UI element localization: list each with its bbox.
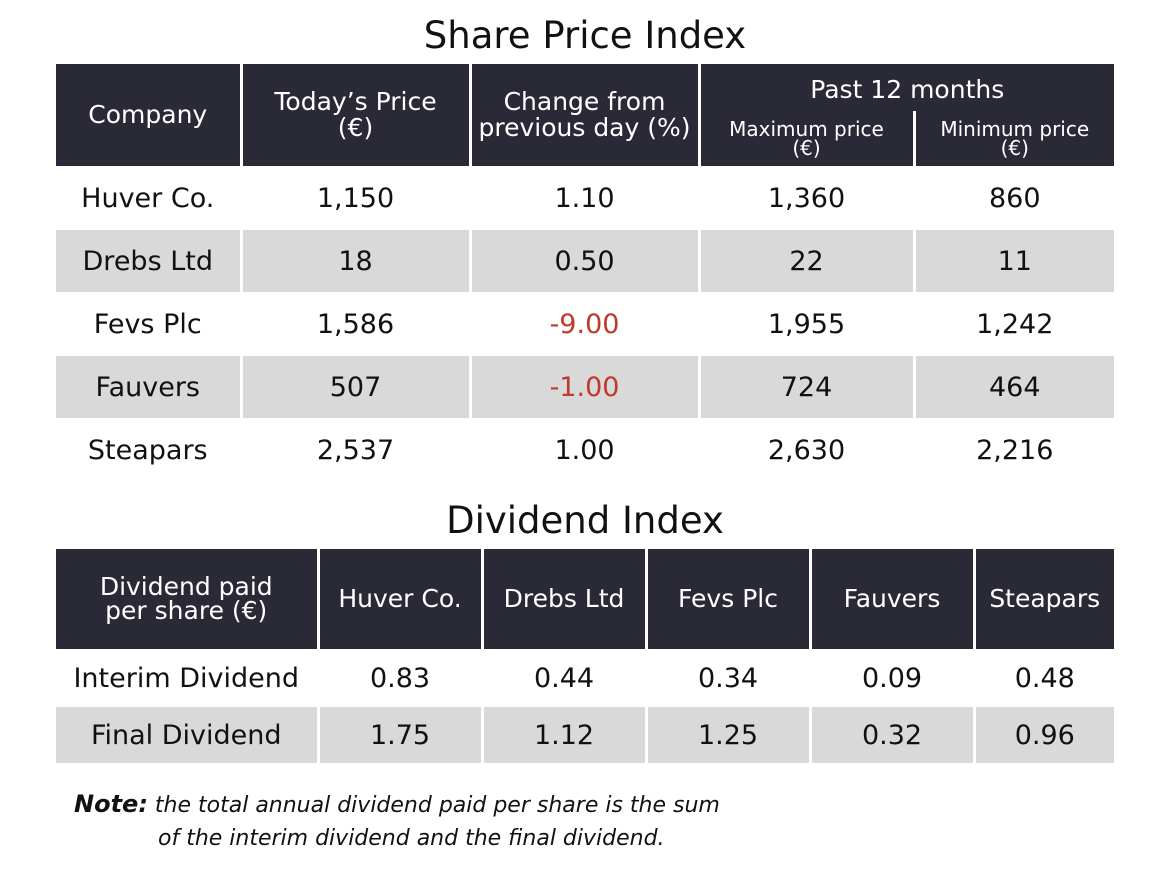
header-change: Change from previous day (%) bbox=[468, 64, 699, 167]
header-dividend-per-share: Dividend paid per share (€) bbox=[56, 549, 318, 650]
cell-min-price: 860 bbox=[912, 166, 1115, 230]
cell-dividend-value: 0.32 bbox=[808, 706, 974, 763]
cell-change: 0.50 bbox=[468, 229, 699, 293]
header-company: Drebs Ltd bbox=[480, 549, 646, 650]
table-row: Huver Co. 1,150 1.10 1,360 860 bbox=[56, 166, 1115, 230]
header-company: Huver Co. bbox=[316, 549, 482, 650]
cell-dividend-value: 0.48 bbox=[972, 649, 1114, 707]
cell-change: 1.00 bbox=[468, 418, 699, 481]
dividend-index-title: Dividend Index bbox=[446, 499, 724, 542]
header-minimum-price: Minimum price (€) bbox=[912, 111, 1115, 167]
header-company: Company bbox=[56, 64, 241, 167]
cell-min-price: 2,216 bbox=[912, 418, 1115, 481]
cell-dividend-value: 1.75 bbox=[316, 706, 482, 763]
header-company: Steapars bbox=[972, 549, 1114, 650]
cell-dividend-value: 0.34 bbox=[644, 649, 810, 707]
cell-price: 507 bbox=[239, 355, 470, 419]
cell-dividend-label: Interim Dividend bbox=[73, 662, 300, 694]
cell-price: 18 bbox=[239, 229, 470, 293]
cell-price: 1,586 bbox=[239, 292, 470, 356]
note: Note: the total annual dividend paid per… bbox=[74, 788, 834, 855]
cell-dividend-value: 0.96 bbox=[972, 706, 1114, 763]
note-line-1: the total annual dividend paid per share… bbox=[154, 793, 720, 818]
cell-change: -9.00 bbox=[468, 292, 699, 356]
header-maximum-price: Maximum price (€) bbox=[697, 111, 914, 167]
cell-company: Huver Co. bbox=[81, 182, 215, 214]
table-row: Steapars 2,537 1.00 2,630 2,216 bbox=[56, 418, 1115, 481]
table-row: Final Dividend 1.75 1.12 1.25 0.32 0.96 bbox=[56, 706, 1114, 763]
cell-dividend-value: 1.25 bbox=[644, 706, 810, 763]
cell-company: Drebs Ltd bbox=[56, 229, 241, 293]
cell-company: Fevs Plc bbox=[93, 308, 202, 340]
header-past-12-months: Past 12 months bbox=[697, 64, 1115, 111]
share-price-table: Company Today’s Price (€) Change from pr… bbox=[56, 64, 1115, 481]
note-label: Note: bbox=[74, 790, 148, 818]
cell-min-price: 464 bbox=[912, 355, 1115, 419]
cell-dividend-value: 0.09 bbox=[808, 649, 974, 707]
cell-dividend-label: Final Dividend bbox=[56, 706, 318, 763]
cell-company: Steapars bbox=[87, 434, 208, 466]
table-row: Fauvers 507 -1.00 724 464 bbox=[56, 355, 1115, 419]
cell-max-price: 1,360 bbox=[697, 166, 914, 230]
cell-price: 2,537 bbox=[239, 418, 470, 481]
cell-max-price: 724 bbox=[697, 355, 914, 419]
cell-dividend-value: 0.44 bbox=[480, 649, 646, 707]
cell-min-price: 1,242 bbox=[912, 292, 1115, 356]
cell-dividend-value: 1.12 bbox=[480, 706, 646, 763]
cell-max-price: 1,955 bbox=[697, 292, 914, 356]
cell-company: Fauvers bbox=[56, 355, 241, 419]
table-row: Interim Dividend 0.83 0.44 0.34 0.09 0.48 bbox=[56, 649, 1114, 707]
cell-max-price: 2,630 bbox=[697, 418, 914, 481]
header-company: Fauvers bbox=[808, 549, 974, 650]
table-row: Fevs Plc 1,586 -9.00 1,955 1,242 bbox=[56, 292, 1115, 356]
header-todays-price: Today’s Price (€) bbox=[239, 64, 470, 167]
share-price-index-title: Share Price Index bbox=[423, 14, 747, 57]
note-line-2: of the interim dividend and the final di… bbox=[158, 826, 665, 851]
cell-price: 1,150 bbox=[239, 166, 470, 230]
cell-change: -1.00 bbox=[468, 355, 699, 419]
cell-max-price: 22 bbox=[697, 229, 914, 293]
cell-change: 1.10 bbox=[468, 166, 699, 230]
dividend-table: Dividend paid per share (€) Huver Co. Dre… bbox=[56, 549, 1114, 763]
header-company: Fevs Plc bbox=[644, 549, 810, 650]
table-row: Drebs Ltd 18 0.50 22 11 bbox=[56, 229, 1115, 293]
cell-min-price: 11 bbox=[912, 229, 1115, 293]
cell-dividend-value: 0.83 bbox=[316, 649, 482, 707]
